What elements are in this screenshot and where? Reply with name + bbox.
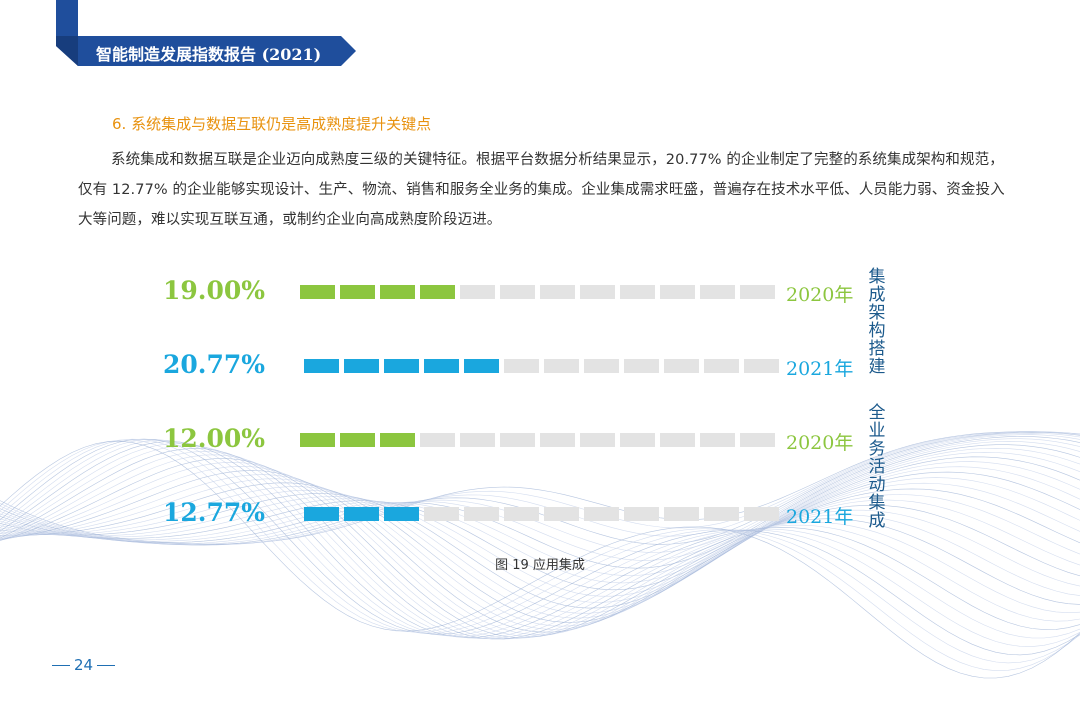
bar-segment-empty xyxy=(744,359,779,373)
bar-segment-empty xyxy=(704,359,739,373)
header-banner: 智能制造发展指数报告 (2021) xyxy=(56,36,356,66)
bar-segment-empty xyxy=(740,285,775,299)
percent-label: 20.77% xyxy=(162,350,265,379)
wave-line xyxy=(0,439,1080,647)
bar-segment-filled xyxy=(344,507,379,521)
wave-line xyxy=(0,458,1080,638)
bar-segment-filled xyxy=(464,359,499,373)
page-number-value: 24 xyxy=(74,656,94,674)
page-number-line-right xyxy=(97,665,116,666)
bar-segment-empty xyxy=(464,507,499,521)
bar-segment-empty xyxy=(664,359,699,373)
wave-line xyxy=(0,432,1080,553)
bar-segment-empty xyxy=(460,433,495,447)
bar-segment-filled xyxy=(384,507,419,521)
wave-line xyxy=(0,431,1080,545)
wave-line xyxy=(0,438,1080,576)
bar-segment-empty xyxy=(504,359,539,373)
page-number: 24 xyxy=(48,656,119,674)
year-label: 2021年 xyxy=(786,358,854,380)
bar-segment-filled xyxy=(340,285,375,299)
wave-line xyxy=(0,456,1080,609)
header-accent-bar xyxy=(56,0,78,40)
bar-segment-empty xyxy=(544,359,579,373)
bar-segment-filled xyxy=(380,433,415,447)
bar-segment-filled xyxy=(304,359,339,373)
bar-segment-empty xyxy=(500,285,535,299)
bar-segment-empty xyxy=(540,433,575,447)
bar-segment-empty xyxy=(620,285,655,299)
bar-segment-empty xyxy=(624,507,659,521)
wave-line xyxy=(0,470,1080,633)
section-paragraph: 系统集成和数据互联是企业迈向成熟度三级的关键特征。根据平台数据分析结果显示，20… xyxy=(78,152,1005,228)
bar-segment-filled xyxy=(380,285,415,299)
wave-line xyxy=(0,431,1080,546)
bar-segment-empty xyxy=(544,507,579,521)
bar-segment-empty xyxy=(620,433,655,447)
bar-segment-empty xyxy=(424,507,459,521)
bar-segment-empty xyxy=(584,359,619,373)
wave-line xyxy=(0,444,1080,591)
bar-segment-empty xyxy=(540,285,575,299)
bar-segment-empty xyxy=(584,507,619,521)
report-title: 智能制造发展指数报告 (2021) xyxy=(96,45,322,64)
wave-line xyxy=(0,440,1080,679)
percent-label: 19.00% xyxy=(162,276,265,305)
wave-line xyxy=(0,436,1080,569)
bar-segment-empty xyxy=(660,285,695,299)
percent-label: 12.77% xyxy=(162,498,265,527)
bar-segment-empty xyxy=(744,507,779,521)
bar-segment-filled xyxy=(384,359,419,373)
bar-segment-empty xyxy=(580,285,615,299)
year-label: 2020年 xyxy=(786,284,854,306)
wave-line xyxy=(0,465,1080,635)
bar-segment-empty xyxy=(504,507,539,521)
group-label: 集成架构搭建 xyxy=(868,267,886,377)
wave-line xyxy=(0,451,1080,640)
year-label: 2021年 xyxy=(786,506,854,528)
section-heading: 6. 系统集成与数据互联仍是高成熟度提升关键点 xyxy=(112,115,432,133)
page-number-line-left xyxy=(52,665,70,666)
wave-line xyxy=(0,447,1080,597)
wave-line xyxy=(0,474,1080,630)
bar-segment-empty xyxy=(580,433,615,447)
wave-line xyxy=(0,445,1080,640)
bar-segment-empty xyxy=(660,433,695,447)
wave-line xyxy=(0,451,1080,603)
wave-line xyxy=(0,448,1080,640)
wave-line xyxy=(0,438,1080,656)
banner-arrow-shape xyxy=(56,36,356,66)
bar-segment-empty xyxy=(704,507,739,521)
bar-segment-filled xyxy=(420,285,455,299)
bar-segment-empty xyxy=(700,285,735,299)
bar-segment-filled xyxy=(424,359,459,373)
bar-segment-empty xyxy=(500,433,535,447)
bar-segment-filled xyxy=(300,433,335,447)
bar-segment-empty xyxy=(420,433,455,447)
wave-line xyxy=(0,454,1080,639)
decorative-wave-lines xyxy=(0,431,1080,679)
wave-line xyxy=(0,461,1080,614)
wave-line xyxy=(0,466,1080,619)
group-label: 全业务活动集成 xyxy=(868,403,886,531)
figure-caption: 图 19 应用集成 xyxy=(495,558,585,573)
wave-line xyxy=(0,439,1080,639)
wave-line xyxy=(0,439,1080,672)
bar-segment-filled xyxy=(344,359,379,373)
wave-line xyxy=(0,434,1080,561)
bar-segment-empty xyxy=(740,433,775,447)
bar-segment-filled xyxy=(304,507,339,521)
bar-segment-empty xyxy=(700,433,735,447)
wave-line xyxy=(0,441,1080,584)
wave-line xyxy=(0,438,1080,664)
percent-label: 12.00% xyxy=(162,424,265,453)
bar-segment-filled xyxy=(340,433,375,447)
bar-segment-filled xyxy=(300,285,335,299)
bar-segment-empty xyxy=(624,359,659,373)
bar-segment-empty xyxy=(664,507,699,521)
bar-segment-empty xyxy=(460,285,495,299)
year-label: 2020年 xyxy=(786,432,854,454)
